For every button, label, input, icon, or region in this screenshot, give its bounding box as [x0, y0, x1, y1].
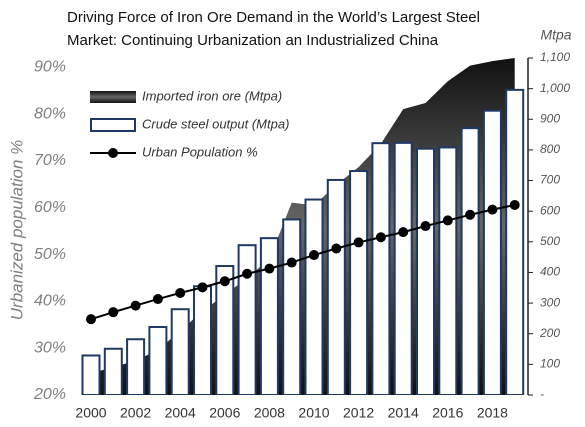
y-tick-label: 70%	[34, 152, 66, 169]
x-tick-label: 2002	[120, 405, 151, 421]
y2-tick-label: 700	[540, 173, 560, 187]
marker	[175, 287, 186, 298]
y-tick-label: 60%	[34, 199, 66, 216]
bar	[148, 325, 168, 395]
plot-area	[81, 58, 525, 395]
bar	[505, 88, 525, 395]
bar	[193, 285, 212, 395]
y2-tick-label: 600	[540, 203, 560, 217]
y2-tick-label: 200	[539, 326, 560, 340]
bar	[482, 109, 502, 395]
y2-tick-label: 900	[540, 111, 560, 125]
x-tick-label: 2004	[165, 405, 196, 421]
legend-swatch	[90, 118, 136, 132]
bar	[393, 141, 413, 395]
x-tick-label: 2012	[343, 405, 374, 421]
marker	[86, 314, 96, 325]
x-tick-label: 2000	[75, 405, 106, 421]
y-tick-label: 50%	[34, 246, 66, 263]
marker	[197, 282, 208, 293]
y2-tick-label: -	[540, 387, 544, 401]
legend-swatch	[90, 91, 136, 103]
legend-swatch	[108, 148, 118, 158]
bar	[416, 147, 435, 395]
y-tick-label: 30%	[34, 339, 66, 356]
x-tick-label: 2006	[209, 405, 240, 421]
legend-label: Imported iron ore (Mtpa)	[142, 88, 282, 103]
x-tick-label: 2018	[477, 405, 508, 421]
marker	[152, 294, 163, 305]
y-tick-label: 80%	[34, 105, 66, 122]
bar	[81, 354, 101, 395]
bar	[170, 308, 190, 395]
bar	[237, 244, 257, 395]
marker	[219, 276, 230, 287]
legend-label: Crude steel output (Mtpa)	[142, 116, 289, 131]
marker	[108, 307, 119, 318]
marker	[286, 257, 297, 268]
marker	[420, 221, 431, 232]
marker	[331, 243, 342, 254]
bar	[215, 265, 235, 395]
y2-tick-label: 1,000	[540, 81, 570, 95]
bar	[438, 146, 458, 395]
chart-title: Market: Continuing Urbanization an Indus…	[67, 32, 439, 49]
bar	[349, 170, 369, 395]
marker	[353, 237, 364, 248]
bar	[282, 218, 302, 395]
bar	[126, 338, 146, 395]
x-tick-label: 2016	[432, 405, 463, 421]
y2-tick-label: 400	[540, 265, 560, 279]
y-tick-label: 90%	[34, 59, 66, 76]
marker	[509, 199, 520, 210]
marker	[398, 227, 409, 238]
y2-tick-label: 100	[540, 357, 560, 371]
marker	[442, 215, 453, 226]
bar	[371, 142, 391, 395]
y-tick-label: 40%	[34, 293, 66, 310]
bar	[103, 347, 123, 395]
x-tick-label: 2010	[298, 405, 329, 421]
bar	[460, 127, 480, 395]
marker	[242, 268, 253, 279]
bar	[304, 198, 324, 395]
y2-tick-label: 800	[540, 142, 560, 156]
x-tick-label: 2014	[388, 405, 419, 421]
marker	[309, 250, 319, 261]
x-tick-label: 2008	[254, 405, 285, 421]
marker	[375, 232, 386, 243]
legend-label: Urban Population %	[142, 144, 258, 159]
bar	[259, 237, 279, 395]
y2-tick-label: 300	[540, 295, 560, 309]
marker	[465, 209, 476, 220]
marker	[487, 204, 498, 215]
bar	[326, 178, 346, 395]
y2-tick-label: 1,100	[540, 50, 570, 64]
y-axis-label: Urbanized population %	[7, 140, 26, 321]
y2-tick-label: 500	[540, 234, 560, 248]
marker	[264, 263, 275, 274]
marker	[130, 300, 141, 311]
y-tick-label: 20%	[33, 386, 66, 403]
chart-title: Driving Force of Iron Ore Demand in the …	[67, 9, 480, 26]
y2-axis-label: Mtpa	[540, 27, 571, 43]
